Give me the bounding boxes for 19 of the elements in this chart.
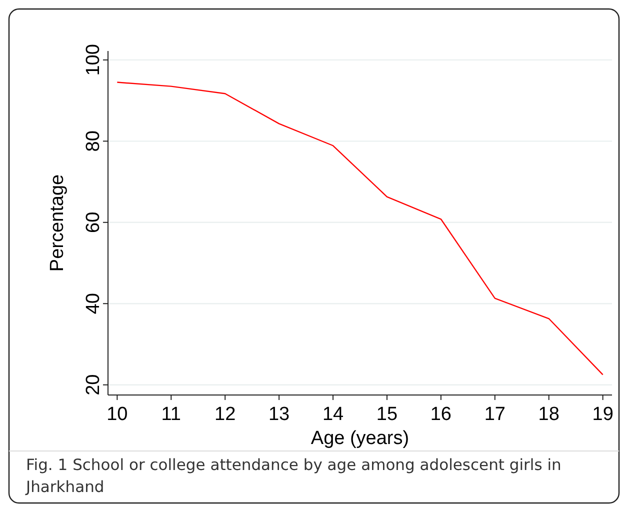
x-tick-label: 15 <box>376 404 398 425</box>
y-tick-label: 80 <box>83 130 104 152</box>
y-tick-label: 20 <box>83 374 104 396</box>
x-tick-label: 18 <box>538 404 560 425</box>
x-tick-label: 16 <box>430 404 452 425</box>
y-tick-label: 40 <box>83 293 104 314</box>
x-tick-label: 17 <box>484 404 506 425</box>
y-tick-label: 60 <box>83 212 104 233</box>
x-tick-label: 19 <box>592 404 614 425</box>
y-tick-label: 100 <box>83 44 104 76</box>
line-series <box>116 82 604 376</box>
x-tick-label: 10 <box>106 404 128 425</box>
x-tick-label: 12 <box>214 404 236 425</box>
caption: Fig. 1 School or college attendance by age among adolescent girls in Jharkhand <box>24 455 562 498</box>
x-tick-label: 14 <box>322 404 344 425</box>
x-axis-title: Age (years) <box>310 428 410 449</box>
x-tick-label: 11 <box>161 404 181 425</box>
x-tick-label: 13 <box>268 404 290 425</box>
y-axis-title: Percentage <box>47 174 68 272</box>
